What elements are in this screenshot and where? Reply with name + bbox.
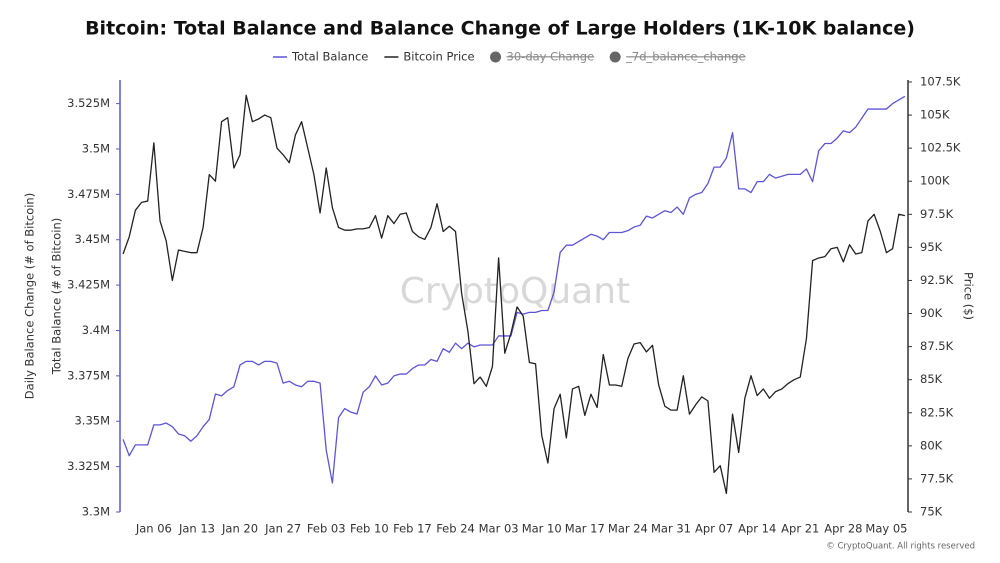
y2-tick-label: 100K: [920, 174, 950, 188]
y-tick-label: 3.425M: [67, 278, 110, 292]
y2-axis-label: Price ($): [962, 272, 976, 320]
y-tick-label: 3.3M: [82, 505, 110, 519]
x-tick-label: Apr 14: [738, 522, 776, 536]
legend-label[interactable]: _7d_balance_change: [625, 50, 745, 64]
x-tick-label: Mar 31: [651, 522, 691, 536]
x-tick-label: Feb 10: [350, 522, 389, 536]
x-tick-label: Mar 03: [479, 522, 519, 536]
y-tick-label: 3.35M: [74, 414, 110, 428]
x-tick-label: Jan 06: [135, 522, 172, 536]
y2-tick-label: 102.5K: [920, 141, 961, 155]
y2-tick-label: 107.5K: [920, 74, 961, 88]
series-line: [122, 94, 906, 495]
y-tick-label: 3.4M: [82, 323, 110, 337]
y-axis-label: Total Balance (# of Bitcoin): [50, 218, 64, 375]
y2-tick-label: 105K: [920, 108, 950, 122]
x-tick-label: Apr 28: [824, 522, 862, 536]
y-tick-label: 3.525M: [67, 96, 110, 110]
x-tick-label: May 05: [865, 522, 907, 536]
watermark: CryptoQuant: [400, 271, 630, 312]
x-tick-label: Feb 17: [393, 522, 432, 536]
legend-label[interactable]: Bitcoin Price: [403, 50, 474, 64]
y2-tick-label: 87.5K: [920, 339, 954, 353]
y-tick-label: 3.475M: [67, 187, 110, 201]
legend-swatch: [609, 51, 621, 63]
x-tick-label: Jan 27: [264, 522, 301, 536]
y2-tick-label: 90K: [920, 306, 943, 320]
legend-swatch: [490, 51, 502, 63]
y2-tick-label: 77.5K: [920, 471, 954, 485]
y2-tick-label: 97.5K: [920, 207, 954, 221]
footer: © CryptoQuant. All rights reserved: [826, 542, 975, 552]
x-tick-label: Mar 17: [565, 522, 605, 536]
y2-tick-label: 80K: [920, 438, 943, 452]
y2-tick-label: 92.5K: [920, 273, 954, 287]
y2-tick-label: 95K: [920, 240, 943, 254]
y-tick-label: 3.325M: [67, 459, 110, 473]
x-tick-label: Feb 24: [436, 522, 475, 536]
y2-tick-label: 85K: [920, 372, 943, 386]
y-tick-label: 3.5M: [82, 141, 110, 155]
x-tick-label: Feb 03: [307, 522, 346, 536]
x-tick-label: Apr 07: [695, 522, 733, 536]
y2-tick-label: 75K: [920, 505, 943, 519]
x-tick-label: Mar 24: [608, 522, 648, 536]
legend-label[interactable]: Total Balance: [291, 50, 368, 64]
y2-tick-label: 82.5K: [920, 405, 954, 419]
x-tick-label: Jan 13: [178, 522, 215, 536]
x-tick-label: Mar 10: [522, 522, 562, 536]
x-tick-label: Apr 21: [781, 522, 819, 536]
legend-label[interactable]: 30-day Change: [507, 50, 595, 64]
x-tick-label: Jan 20: [221, 522, 258, 536]
y-tick-label: 3.45M: [74, 232, 110, 246]
y-tick-label: 3.375M: [67, 368, 110, 382]
series-line: [122, 95, 906, 484]
chart-title: Bitcoin: Total Balance and Balance Chang…: [85, 18, 915, 40]
y-axis-label: Daily Balance Change (# of Bitcoin): [23, 193, 37, 399]
